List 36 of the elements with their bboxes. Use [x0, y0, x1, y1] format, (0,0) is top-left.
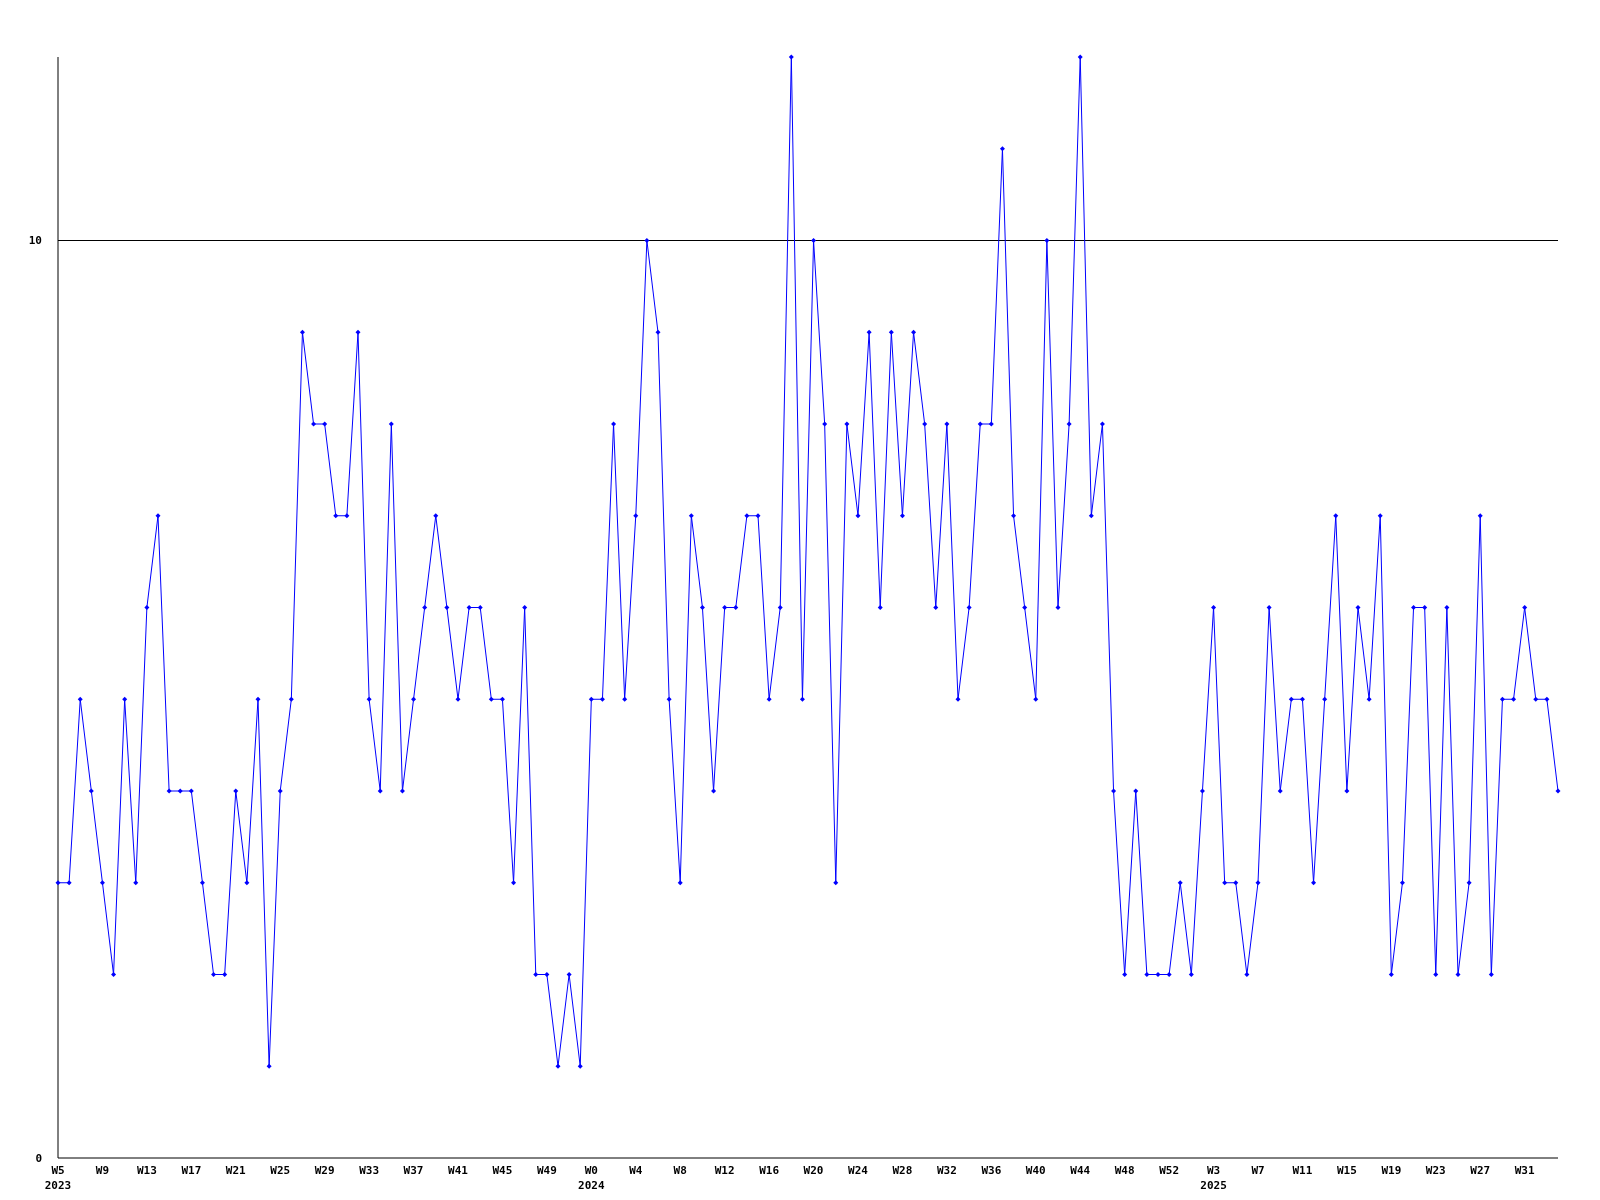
- x-tick-label: W28: [892, 1164, 913, 1177]
- y-tick-label: 0: [35, 1151, 42, 1165]
- x-tick-label: W5 2023: [44, 1164, 72, 1192]
- x-tick-label: W32: [936, 1164, 957, 1177]
- x-tick-label: W19: [1381, 1164, 1402, 1177]
- x-tick-label: W49: [536, 1164, 557, 1177]
- x-tick-label: W37: [403, 1164, 424, 1177]
- x-tick-label: W7: [1251, 1164, 1265, 1177]
- x-tick-label: W44: [1070, 1164, 1091, 1177]
- x-tick-label: W17: [181, 1164, 202, 1177]
- x-tick-label: W25: [270, 1164, 291, 1177]
- x-tick-label: W21: [225, 1164, 247, 1177]
- x-tick-label: W9: [95, 1164, 110, 1177]
- x-tick-label: W12: [714, 1164, 735, 1177]
- x-tick-label: W3 2025: [1200, 1164, 1227, 1192]
- x-tick-label: W27: [1470, 1164, 1491, 1177]
- x-tick-label: W16: [759, 1164, 780, 1177]
- x-tick-label: W41: [448, 1164, 469, 1177]
- x-tick-label: W24: [848, 1164, 869, 1177]
- x-tick-label: W4: [629, 1164, 643, 1177]
- x-tick-label: W23: [1425, 1164, 1446, 1177]
- x-tick-label: W33: [359, 1164, 380, 1177]
- x-tick-label: W29: [314, 1164, 335, 1177]
- x-tick-label: W15: [1336, 1164, 1357, 1177]
- x-tick-label: W31: [1514, 1164, 1535, 1177]
- x-tick-label: W0 2024: [578, 1164, 605, 1192]
- x-tick-label: W40: [1025, 1164, 1046, 1177]
- x-tick-label: W11: [1292, 1164, 1313, 1177]
- x-tick-label: W13: [136, 1164, 157, 1177]
- x-tick-label: W52: [1159, 1164, 1180, 1177]
- x-tick-label: W48: [1114, 1164, 1135, 1177]
- x-tick-label: W36: [981, 1164, 1002, 1177]
- x-tick-label: W20: [803, 1164, 824, 1177]
- x-tick-label: W45: [492, 1164, 513, 1177]
- x-tick-label: W8: [673, 1164, 687, 1177]
- y-tick-label: 10: [28, 234, 42, 248]
